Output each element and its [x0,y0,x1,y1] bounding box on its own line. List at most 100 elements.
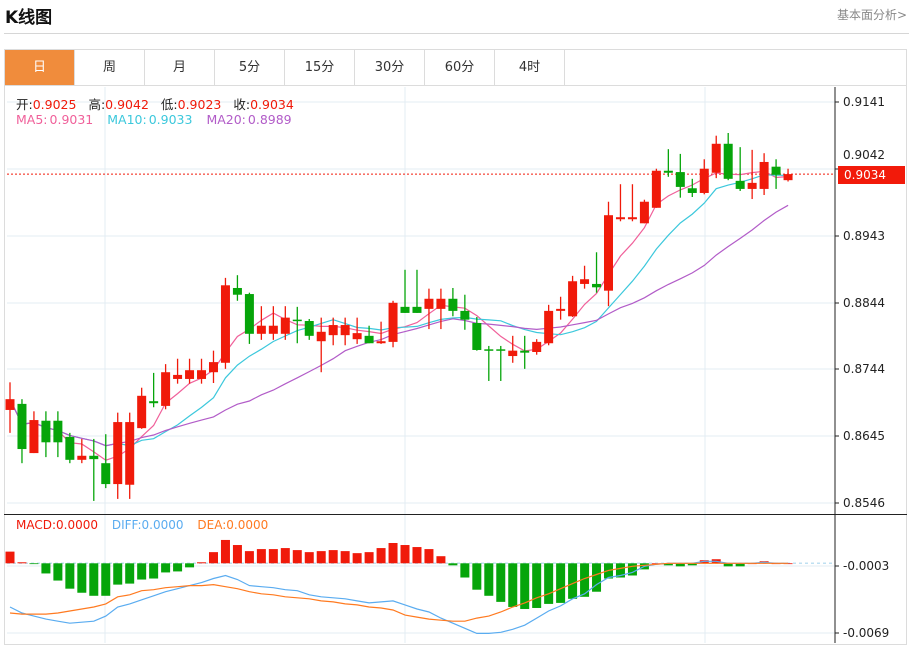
tab-15min[interactable]: 15分 [285,50,355,85]
candle [651,168,661,208]
macd-bar [687,563,697,566]
macd-bar [256,549,266,564]
macd-bar [723,563,733,567]
candle-body [592,283,602,288]
candle [472,316,482,351]
candle [508,335,518,363]
macd-label: MACD: [16,518,57,532]
candle-body [424,298,434,309]
candle [137,387,147,429]
candle-body [735,180,745,189]
price-tick: 0.8844 [843,296,885,310]
candle [280,306,290,340]
tab-60min[interactable]: 60分 [425,50,495,85]
moving-averages [9,170,789,461]
macd-bar [5,551,15,564]
macd-bar [448,563,458,566]
macd-bar [316,551,326,564]
candle-body [699,168,709,193]
tab-4hour[interactable]: 4时 [495,50,565,85]
candle [687,178,697,198]
candle [556,296,566,320]
candle-body [436,298,446,309]
macd-bar [424,549,434,564]
candle-body [29,420,39,454]
price-tick: 0.9042 [843,148,885,162]
macd-tick: -0.0003 [843,559,890,573]
candle-body [687,188,697,193]
candle-body [77,455,87,460]
high-value: 0.9042 [105,97,149,112]
candle [699,159,709,195]
candle-body [484,349,494,351]
macd-bar [544,563,554,604]
macd-bar [508,563,518,607]
candle [113,412,123,499]
candle [244,292,254,344]
candle-body [615,217,625,220]
diff-value: 0.0000 [141,518,184,532]
candle-body [556,308,566,311]
candle-body [759,161,769,189]
candle [783,168,793,182]
macd-bar [149,563,159,579]
macd-tick: -0.0069 [843,626,890,640]
macd-panel [5,539,835,635]
candle [77,438,87,464]
candle [208,350,218,383]
candle-body [220,285,230,363]
candle [185,358,195,384]
macd-bar [472,563,482,590]
candle-body [747,182,757,189]
candle-body [352,333,362,340]
macd-bar [137,563,147,580]
macd-bar [532,563,542,608]
candle [388,300,398,348]
candle [723,132,733,181]
candle-body [771,166,781,175]
ma5-label: MA5: [16,112,48,127]
macd-bar [29,563,39,565]
candle-body [520,350,530,353]
macd-bar [161,563,171,573]
tab-day[interactable]: 日 [5,50,75,85]
candle-body [400,306,410,313]
macd-bar [376,548,386,564]
macd-bar [17,562,27,564]
candle [460,294,470,330]
candle-body [388,302,398,342]
candle [735,147,745,191]
candle [53,411,63,458]
macd-bar [484,563,494,596]
candle-body [17,403,27,450]
candle [17,399,27,464]
candle [340,317,350,346]
macd-bar [735,563,745,567]
dea-value: 0.0000 [226,518,269,532]
header-divider [4,33,909,34]
macd-bar [496,563,506,602]
candle [544,304,554,346]
candle-body [663,170,673,173]
ma5-value: 0.9031 [49,112,94,127]
candle-body [568,281,578,317]
candle [352,317,362,344]
candle [663,149,673,177]
macd-bar [412,547,422,564]
tab-week[interactable]: 周 [75,50,145,85]
macd-value: 0.0000 [56,518,99,532]
candle [580,265,590,289]
period-tabs: 日 周 月 5分 15分 30分 60分 4时 [4,49,907,85]
candle-body [604,215,613,291]
tab-5min[interactable]: 5分 [215,50,285,85]
macd-bar [89,563,99,596]
fundamental-analysis-link[interactable]: 基本面分析> [836,8,907,22]
low-label: 低: [160,97,178,112]
tab-30min[interactable]: 30分 [355,50,425,85]
candle-body [460,310,470,320]
candle [328,317,338,346]
tab-month[interactable]: 月 [145,50,215,85]
candle [376,321,386,344]
candle-body [723,143,733,179]
